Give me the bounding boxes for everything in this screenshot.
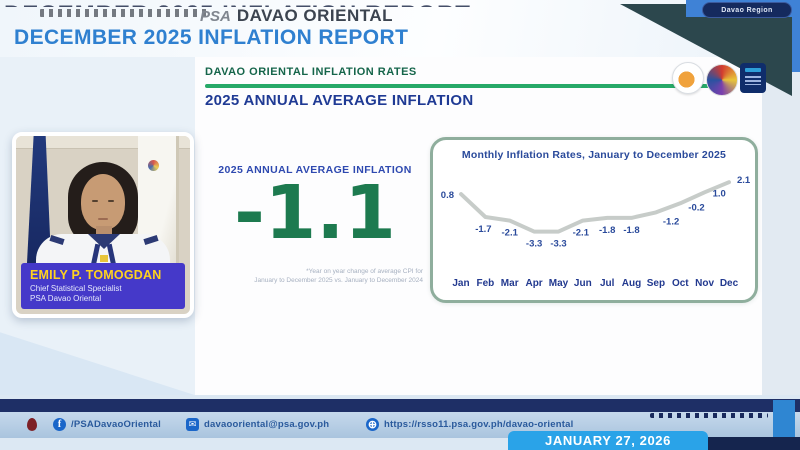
speaker-office: PSA Davao Oriental [30,293,102,303]
facebook-contact: /PSADavaoOriental [53,418,161,431]
website-url: https://rsso11.psa.gov.ph/davao-oriental [384,419,574,430]
chart-value-label: -1.8 [623,225,639,236]
speaker-mouth [98,218,108,220]
chart-month-label: Feb [477,278,495,289]
chart-value-label: 1.0 [713,188,726,199]
psa-anniversary-icon [740,63,766,93]
kicker-underline [205,84,725,88]
chart-month-label: Jan [452,278,469,289]
region-badge: Davao Region [702,2,792,18]
speaker-name: EMILY P. TOMOGDAN [30,268,162,282]
chart-month-label: Apr [525,278,542,289]
email-address: davaooriental@psa.gov.ph [204,419,330,430]
chart-value-label: -2.1 [573,228,590,239]
psa-flag-emblem [148,160,159,171]
section-heading: 2025 ANNUAL AVERAGE INFLATION [205,92,474,109]
chart-month-label: May [549,278,569,289]
facebook-handle: /PSADavaoOriental [71,419,161,430]
chart-month-label: Nov [695,278,714,289]
chart-month-label: Dec [720,278,739,289]
chart-value-label: -3.3 [526,239,542,250]
chart-value-label: -3.3 [550,239,566,250]
report-title: DECEMBER 2025 INFLATION REPORT [14,26,409,49]
annual-footnote: *Year on year change of average CPI for … [205,267,423,285]
seal-fragment [27,418,37,431]
annual-inflation-value: -1.1 [234,170,396,256]
chart-month-label: Oct [672,278,689,289]
chart-value-label: 2.1 [737,175,751,186]
dotted-decoration [650,413,768,418]
speaker-role: Chief Statistical Specialist [30,284,122,293]
chart-title: Monthly Inflation Rates, January to Dece… [461,149,727,161]
website-contact: https://rsso11.psa.gov.ph/davao-oriental [366,418,573,431]
org-name: DAVAO ORIENTAL [236,6,394,25]
broadcast-date-banner: JANUARY 27, 2026 [508,431,708,450]
footer-navy-corner [690,437,800,450]
speaker-video-frame: EMILY P. TOMOGDAN Chief Statistical Spec… [12,132,194,318]
section-kicker: DAVAO ORIENTAL INFLATION RATES [205,66,417,78]
inflation-line-chart: 0.8 -1.7 -2.1 -3.3 -3.3 -2.1 -1.8 -1.8 -1.2 -0.2 1… [441,175,751,289]
annual-inflation-label: 2025 ANNUAL AVERAGE INFLATION [218,164,412,176]
chart-value-label: -1.2 [663,216,679,227]
chart-month-label: Jul [600,278,615,289]
globe-icon [366,418,379,431]
top-left-fine-print [40,9,208,17]
speaker-eye [92,200,98,202]
chart-month-label: Aug [622,278,641,289]
monthly-inflation-chart-card: Monthly Inflation Rates, January to Dece… [430,137,758,303]
facebook-icon [53,418,66,431]
chart-value-label: 0.8 [441,190,454,201]
bagong-pilipinas-icon [706,64,738,96]
speaker-name-plate: EMILY P. TOMOGDAN Chief Statistical Spec… [21,263,185,309]
email-contact: davaooriental@psa.gov.ph [186,418,329,431]
inflation-line [459,180,731,234]
clipped-top-text: DECEMBER 2025 INFLATION REPORT [4,0,564,7]
org-title-row: PSA DAVAO ORIENTAL [200,6,393,26]
psa-script-logo: PSA [200,8,231,25]
footnote-line-1: *Year on year change of average CPI for [306,268,423,275]
speaker-face [81,174,125,230]
email-icon [186,418,199,431]
chart-month-label: Mar [501,278,519,289]
chart-value-label: -2.1 [502,228,519,239]
right-edge-strip [762,57,800,400]
psa-seal-icon [672,62,704,94]
speaker-eye [108,200,114,202]
chart-value-label: -0.2 [688,202,704,213]
footnote-line-2: January to December 2025 vs. January to … [254,277,423,284]
footer-navy-band [0,399,800,412]
chart-value-label: -1.7 [475,224,491,235]
flag-pole [176,136,179,292]
chart-month-label: Jun [574,278,592,289]
chart-value-label: -1.8 [599,225,615,236]
lanyard-clip [100,255,108,262]
chart-month-label: Sep [647,278,665,289]
footer-blue-accent [773,400,795,437]
